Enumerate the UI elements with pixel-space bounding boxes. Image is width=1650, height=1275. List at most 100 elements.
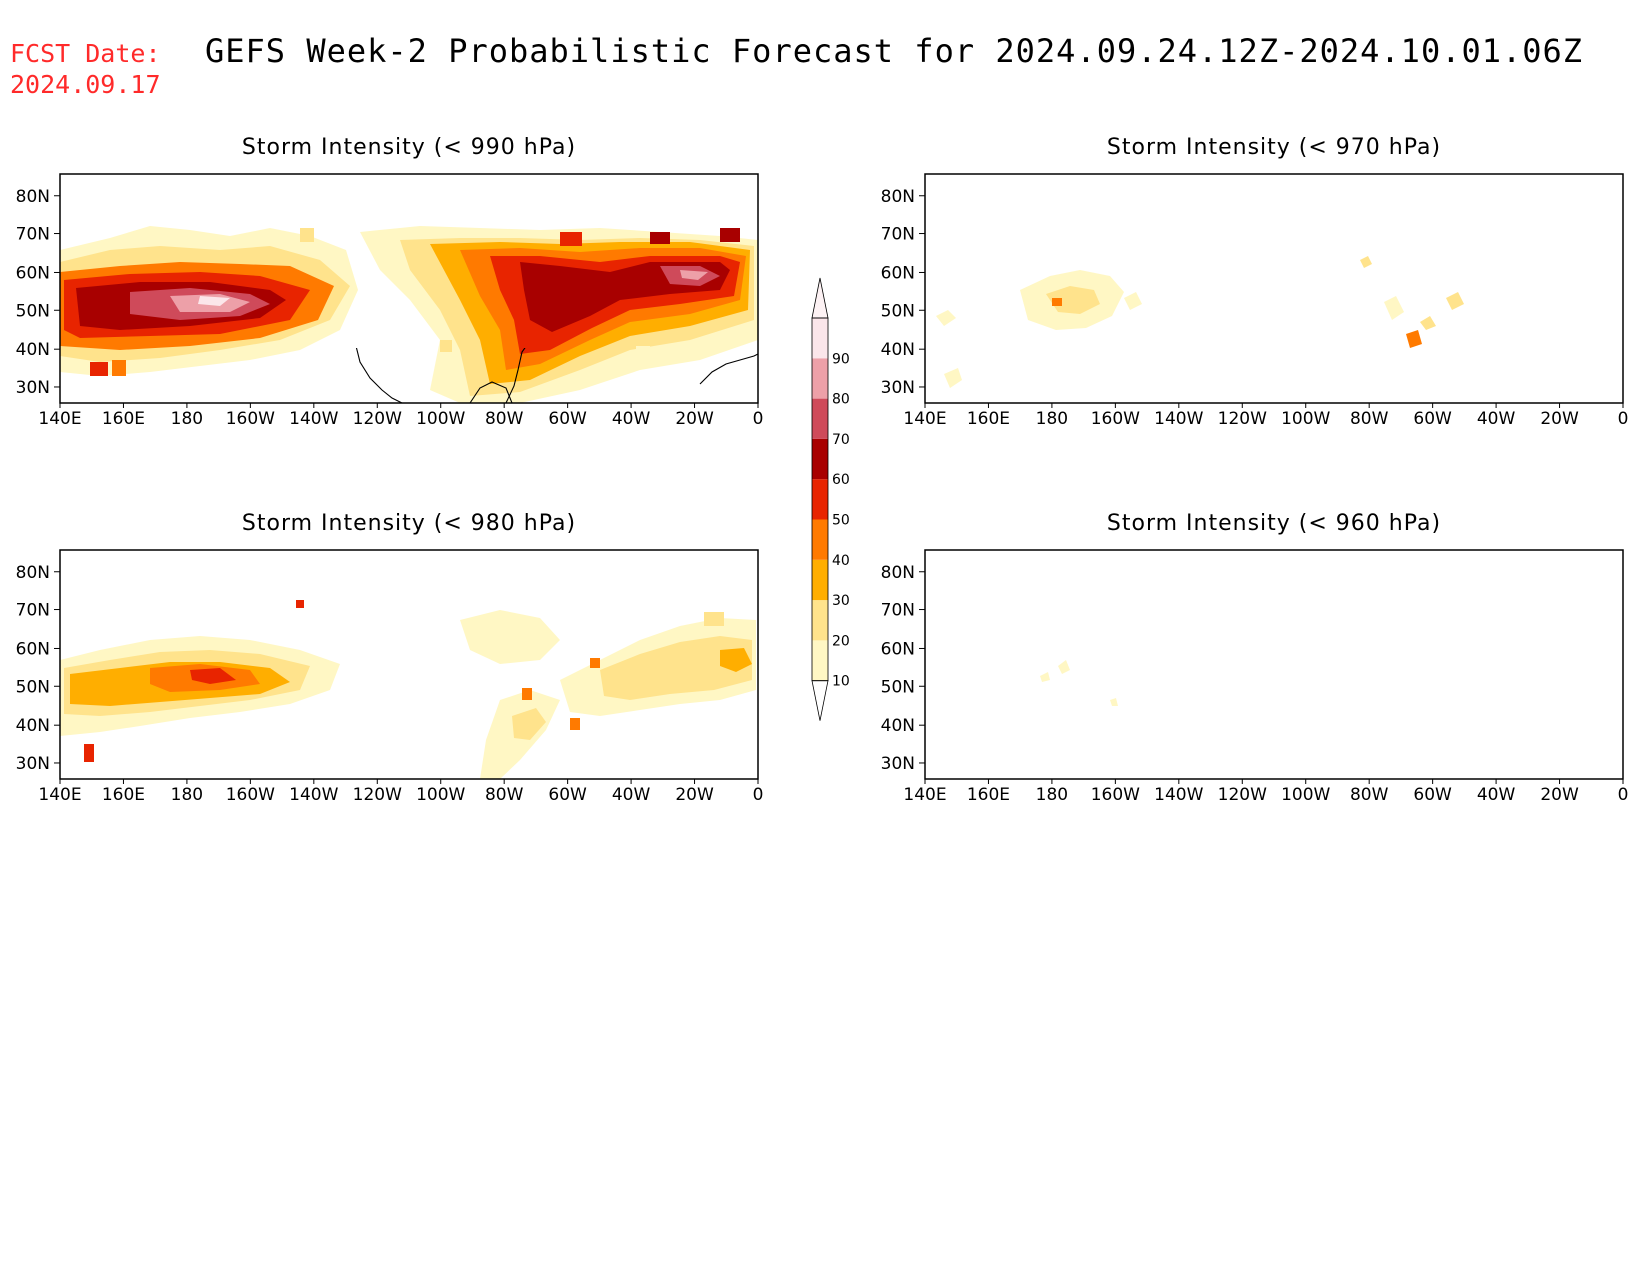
lon-tick-label: 20W xyxy=(1540,785,1579,805)
shading-970 xyxy=(936,256,1464,388)
lon-tick-label: 160W xyxy=(1091,409,1140,429)
lon-tick-label: 40W xyxy=(1477,409,1516,429)
lon-tick-label: 140W xyxy=(1154,785,1203,805)
colorbar-label: 50 xyxy=(832,513,850,529)
colorbar: 10 20 30 40 50 60 70 80 90 xyxy=(811,277,850,721)
lat-tick-label: 80N xyxy=(881,187,915,207)
colorbar-bottom-arrow xyxy=(811,680,829,721)
lon-tick-label: 180 xyxy=(171,785,203,805)
colorbar-label: 30 xyxy=(832,593,850,609)
map-panel-970 xyxy=(924,173,1624,404)
lon-tick-label: 100W xyxy=(1281,785,1330,805)
lat-tick-label: 50N xyxy=(16,677,50,697)
colorbar-swatch xyxy=(812,438,828,480)
colorbar-swatch xyxy=(812,519,828,560)
lon-tick-label: 20W xyxy=(1540,409,1579,429)
lon-tick-label: 100W xyxy=(416,785,465,805)
lon-tick-label: 0 xyxy=(753,785,764,805)
lat-tick-label: 70N xyxy=(881,601,915,621)
lat-tick-label: 50N xyxy=(881,301,915,321)
colorbar-swatch xyxy=(812,358,828,399)
lat-tick-label: 80N xyxy=(881,563,915,583)
lat-tick-label: 70N xyxy=(881,225,915,245)
colorbar-label: 10 xyxy=(832,674,850,690)
lat-tick-label: 70N xyxy=(16,225,50,245)
shading-990 xyxy=(60,226,758,403)
lon-tick-label: 80W xyxy=(1350,785,1389,805)
page-title: GEFS Week-2 Probabilistic Forecast for 2… xyxy=(205,32,1584,70)
colorbar-label: 60 xyxy=(832,472,850,488)
lat-tick-label: 60N xyxy=(16,263,50,283)
lon-tick-label: 160E xyxy=(967,409,1010,429)
lon-tick-label: 120W xyxy=(1218,409,1267,429)
colorbar-label: 90 xyxy=(832,351,850,367)
lat-tick-label: 40N xyxy=(16,716,50,736)
lon-tick-label: 0 xyxy=(1618,409,1629,429)
colorbar-label: 20 xyxy=(832,633,850,649)
lon-tick-label: 180 xyxy=(1036,409,1068,429)
lon-tick-label: 140E xyxy=(38,409,81,429)
lon-tick-label: 120W xyxy=(1218,785,1267,805)
lon-tick-label: 0 xyxy=(753,409,764,429)
lat-tick-label: 30N xyxy=(881,754,915,774)
lon-tick-label: 40W xyxy=(612,409,651,429)
lat-tick-label: 50N xyxy=(16,301,50,321)
lon-tick-label: 60W xyxy=(1413,409,1452,429)
shading-960 xyxy=(1040,660,1118,706)
lon-tick-label: 80W xyxy=(485,409,524,429)
lon-tick-label: 0 xyxy=(1618,785,1629,805)
lat-tick-label: 80N xyxy=(16,563,50,583)
lon-tick-label: 40W xyxy=(1477,785,1516,805)
colorbar-label: 70 xyxy=(832,432,850,448)
forecast-date-value: 2024.09.17 xyxy=(10,70,161,99)
lon-tick-label: 160W xyxy=(226,785,275,805)
lon-tick-label: 160W xyxy=(1091,785,1140,805)
colorbar-swatch xyxy=(812,600,828,641)
lon-tick-label: 160E xyxy=(102,785,145,805)
lat-tick-label: 60N xyxy=(16,639,50,659)
lon-tick-label: 60W xyxy=(1413,785,1452,805)
lat-tick-label: 40N xyxy=(881,716,915,736)
lon-tick-label: 140E xyxy=(903,785,946,805)
lon-tick-label: 160E xyxy=(102,409,145,429)
lat-tick-label: 40N xyxy=(16,340,50,360)
map-panel-960 xyxy=(924,549,1624,780)
lon-tick-label: 60W xyxy=(548,409,587,429)
colorbar-top-arrow xyxy=(811,277,829,319)
lon-tick-label: 100W xyxy=(416,409,465,429)
colorbar-swatch xyxy=(812,398,828,439)
lon-tick-label: 40W xyxy=(612,785,651,805)
panel-title-990: Storm Intensity (< 990 hPa) xyxy=(242,135,576,160)
lon-tick-label: 60W xyxy=(548,785,587,805)
colorbar-swatch xyxy=(812,559,828,601)
lat-tick-label: 70N xyxy=(16,601,50,621)
colorbar-label: 40 xyxy=(832,553,850,569)
lon-tick-label: 120W xyxy=(353,785,402,805)
lon-tick-label: 140E xyxy=(903,409,946,429)
lon-tick-label: 140W xyxy=(289,409,338,429)
colorbar-label: 80 xyxy=(832,392,850,408)
colorbar-swatch xyxy=(812,318,828,359)
lon-tick-label: 20W xyxy=(675,409,714,429)
shading-980 xyxy=(60,600,756,779)
axis-labels: 140E 160E 180 160W 140W 120W 100W 80W 60W 40W 20W 0… xyxy=(16,187,1629,805)
forecast-date-label: FCST Date: xyxy=(10,39,161,68)
lat-tick-label: 80N xyxy=(16,187,50,207)
map-panel-980 xyxy=(59,549,759,780)
lat-tick-label: 40N xyxy=(881,340,915,360)
lon-tick-label: 80W xyxy=(485,785,524,805)
lat-tick-label: 60N xyxy=(881,639,915,659)
map-panel-990 xyxy=(59,173,759,404)
lon-tick-label: 100W xyxy=(1281,409,1330,429)
colorbar-swatch xyxy=(812,479,828,520)
lon-tick-label: 180 xyxy=(1036,785,1068,805)
lat-tick-label: 30N xyxy=(16,378,50,398)
lon-tick-label: 160E xyxy=(967,785,1010,805)
forecast-date-block: FCST Date: 2024.09.17 xyxy=(10,38,161,100)
colorbar-swatch xyxy=(812,640,828,681)
lat-tick-label: 30N xyxy=(881,378,915,398)
lon-tick-label: 140W xyxy=(289,785,338,805)
panel-title-980: Storm Intensity (< 980 hPa) xyxy=(242,511,576,536)
colorbar-frame xyxy=(811,317,829,682)
